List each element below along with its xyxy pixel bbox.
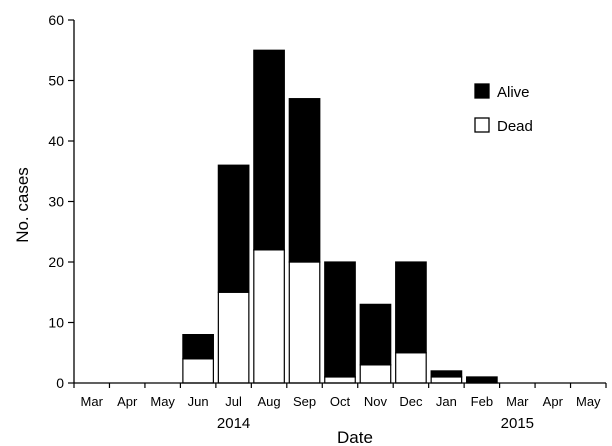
x-tick-label: Aug <box>257 394 280 409</box>
bar-alive-feb <box>466 376 498 384</box>
x-tick-label: Mar <box>506 394 529 409</box>
bar-alive-nov <box>359 303 392 366</box>
x-tick-label: Apr <box>543 394 564 409</box>
legend-label-dead: Dead <box>497 118 533 135</box>
x-tick-label: Jun <box>188 394 209 409</box>
x-tick-label: Dec <box>399 394 423 409</box>
legend-label-alive: Alive <box>497 84 530 101</box>
bar-dead-dec <box>395 352 427 384</box>
x-tick-label: May <box>576 394 601 409</box>
year-labels: 2014 2015 <box>217 415 534 432</box>
x-tick-label: Jul <box>225 394 242 409</box>
bar-dead-sep <box>288 261 321 384</box>
x-tick-label: Sep <box>293 394 316 409</box>
x-tick-label: Jan <box>436 394 457 409</box>
x-tick-label: Feb <box>471 394 493 409</box>
bar-alive-sep <box>288 98 321 263</box>
y-tick-label: 50 <box>48 73 64 89</box>
x-tick-label: Nov <box>364 394 388 409</box>
y-ticks: 0 10 20 30 40 50 60 <box>48 12 74 391</box>
year-label: 2015 <box>501 415 534 432</box>
legend-swatch-alive <box>474 83 490 99</box>
bar-alive-jun <box>182 334 214 360</box>
legend-swatch-dead <box>474 117 490 133</box>
bar-alive-aug <box>253 49 285 251</box>
bar-dead-aug <box>253 249 285 384</box>
bar-alive-jul <box>217 164 250 293</box>
bar-dead-jan <box>430 376 463 384</box>
y-tick-label: 60 <box>48 12 64 28</box>
y-tick-label: 40 <box>48 133 64 149</box>
year-label: 2014 <box>217 415 250 432</box>
y-tick-label: 10 <box>48 315 64 331</box>
bar-alive-jan <box>430 370 463 378</box>
bar-dead-nov <box>359 364 392 384</box>
legend: Alive Dead <box>474 83 533 135</box>
x-tick-label: Oct <box>330 394 351 409</box>
y-axis-label: No. cases <box>13 167 32 243</box>
y-tick-label: 20 <box>48 254 64 270</box>
bar-dead-jun <box>182 358 214 384</box>
y-tick-label: 0 <box>56 375 64 391</box>
x-axis-label: Date <box>337 428 373 446</box>
bar-alive-dec <box>395 261 427 354</box>
bar-alive-oct <box>324 261 356 378</box>
x-tick-label: May <box>150 394 175 409</box>
bars-layer <box>182 49 498 384</box>
bar-dead-jul <box>217 291 250 384</box>
x-tick-label: Apr <box>117 394 138 409</box>
y-tick-label: 30 <box>48 194 64 210</box>
bar-dead-oct <box>324 376 356 384</box>
x-ticks: Mar Apr May Jun Jul Aug Sep Oct Nov Dec Jan Feb Mar A… <box>73 383 607 409</box>
x-tick-label: Mar <box>81 394 104 409</box>
